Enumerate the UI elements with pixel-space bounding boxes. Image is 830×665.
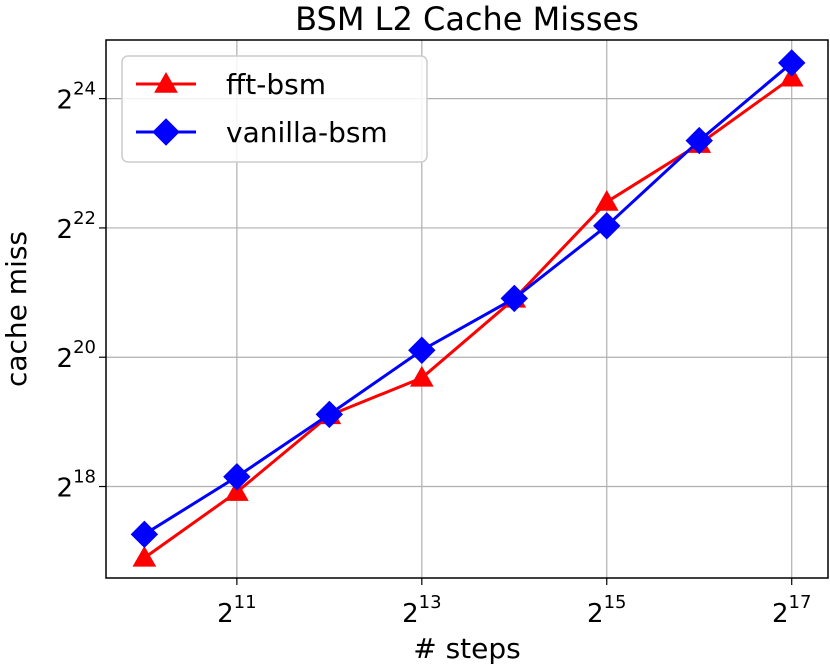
data-point-vanilla-bsm: [593, 212, 621, 240]
data-point-vanilla-bsm: [408, 336, 436, 364]
y-axis-title: cache miss: [0, 231, 33, 387]
series-vanilla-bsm: [130, 49, 806, 549]
x-tick-label: 217: [772, 592, 811, 629]
data-point-vanilla-bsm: [778, 49, 806, 77]
data-point-vanilla-bsm: [685, 126, 713, 155]
legend: fft-bsm vanilla-bsm: [121, 55, 428, 163]
x-tick-label: 213: [402, 592, 441, 629]
y-tick-label: 218: [57, 467, 96, 504]
data-point-fft-bsm: [409, 365, 434, 387]
series-line-vanilla-bsm: [143, 61, 793, 536]
y-tick-label: 224: [57, 79, 96, 116]
legend-label-fft-bsm: fft-bsm: [226, 68, 326, 101]
legend-marker-vanilla-bsm: [152, 118, 180, 146]
data-point-vanilla-bsm: [223, 463, 251, 491]
data-point-fft-bsm: [224, 480, 249, 501]
ticks: 211 213 215 217 218 220 222 224: [57, 79, 812, 629]
x-tick-label: 211: [217, 592, 256, 629]
x-tick-label: 215: [587, 592, 626, 629]
y-tick-label: 220: [57, 337, 96, 374]
y-tick-label: 222: [57, 208, 96, 245]
data-point-vanilla-bsm: [500, 284, 528, 313]
data-point-fft-bsm: [132, 545, 157, 567]
series-layer: [130, 49, 806, 567]
plot-frame: [105, 39, 829, 579]
data-point-vanilla-bsm: [130, 520, 159, 549]
chart-title: BSM L2 Cache Misses: [295, 0, 639, 38]
legend-label-vanilla-bsm: vanilla-bsm: [226, 116, 388, 149]
data-point-fft-bsm: [594, 189, 619, 211]
legend-box: [121, 55, 428, 163]
legend-marker-fft-bsm: [154, 71, 178, 93]
x-axis-title: # steps: [413, 632, 521, 665]
data-point-vanilla-bsm: [315, 400, 344, 429]
